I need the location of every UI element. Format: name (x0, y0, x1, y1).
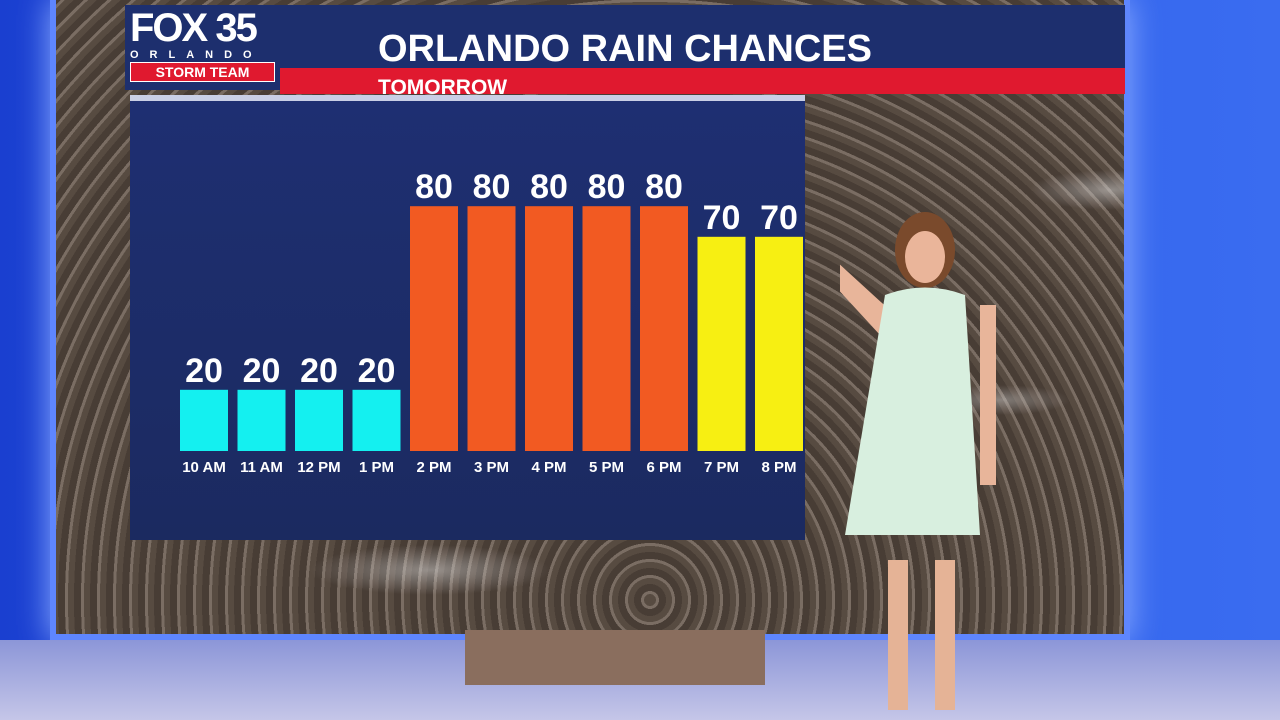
bar-9 (697, 236, 746, 451)
x-tick-label: 3 PM (474, 459, 509, 476)
bar-value-label: 80 (415, 168, 453, 206)
bar-2 (295, 389, 343, 451)
subtitle-bar (280, 68, 1125, 94)
chart-panel: 20 10 AM 20 11 AM 20 12 PM 20 1 PM 80 2 PM 80 3 PM 8… (130, 95, 805, 540)
presenter-arm (840, 264, 895, 335)
bar-value-label: 70 (703, 199, 741, 237)
bar-value-label: 20 (300, 352, 338, 390)
bar-6 (525, 206, 573, 451)
x-tick-label: 1 PM (359, 459, 394, 476)
bar-value-label: 20 (185, 352, 223, 390)
wall-base (465, 630, 765, 685)
x-tick-label: 12 PM (297, 459, 340, 476)
presenter-figure (840, 212, 996, 710)
bar-value-label: 80 (588, 168, 626, 206)
bar-value-label: 80 (473, 168, 511, 206)
logo-city: ORLANDO (130, 49, 263, 61)
page-title: ORLANDO RAIN CHANCES (378, 28, 872, 70)
x-tick-label: 4 PM (531, 459, 566, 476)
logo-team: STORM TEAM (130, 62, 275, 82)
bar-4 (410, 206, 458, 451)
presenter-dress (845, 287, 980, 535)
bar-0 (180, 389, 228, 451)
x-tick-label: 6 PM (646, 459, 681, 476)
station-logo: FOX 35 ORLANDO STORM TEAM (130, 8, 275, 88)
x-tick-label: 8 PM (761, 459, 796, 476)
bar-8 (640, 206, 688, 451)
bar-5 (467, 206, 516, 451)
bar-10 (755, 236, 803, 451)
bar-value-label: 20 (243, 352, 281, 390)
x-tick-label: 7 PM (704, 459, 739, 476)
x-tick-label: 2 PM (416, 459, 451, 476)
bar-3 (352, 389, 401, 451)
bar-value-label: 20 (358, 352, 396, 390)
x-tick-label: 10 AM (182, 459, 226, 476)
x-tick-label: 11 AM (240, 459, 283, 476)
bar-1 (237, 389, 286, 451)
bar-7 (582, 206, 631, 451)
logo-brand: FOX 35 (130, 6, 258, 50)
page-subtitle: TOMORROW (378, 76, 508, 99)
x-tick-label: 5 PM (589, 459, 624, 476)
bar-value-label: 80 (645, 168, 683, 206)
bar-value-label: 80 (530, 168, 568, 206)
rain-chance-chart: 20 10 AM 20 11 AM 20 12 PM 20 1 PM 80 2 PM 80 3 PM 8… (180, 168, 803, 476)
bar-value-label: 70 (760, 199, 798, 237)
